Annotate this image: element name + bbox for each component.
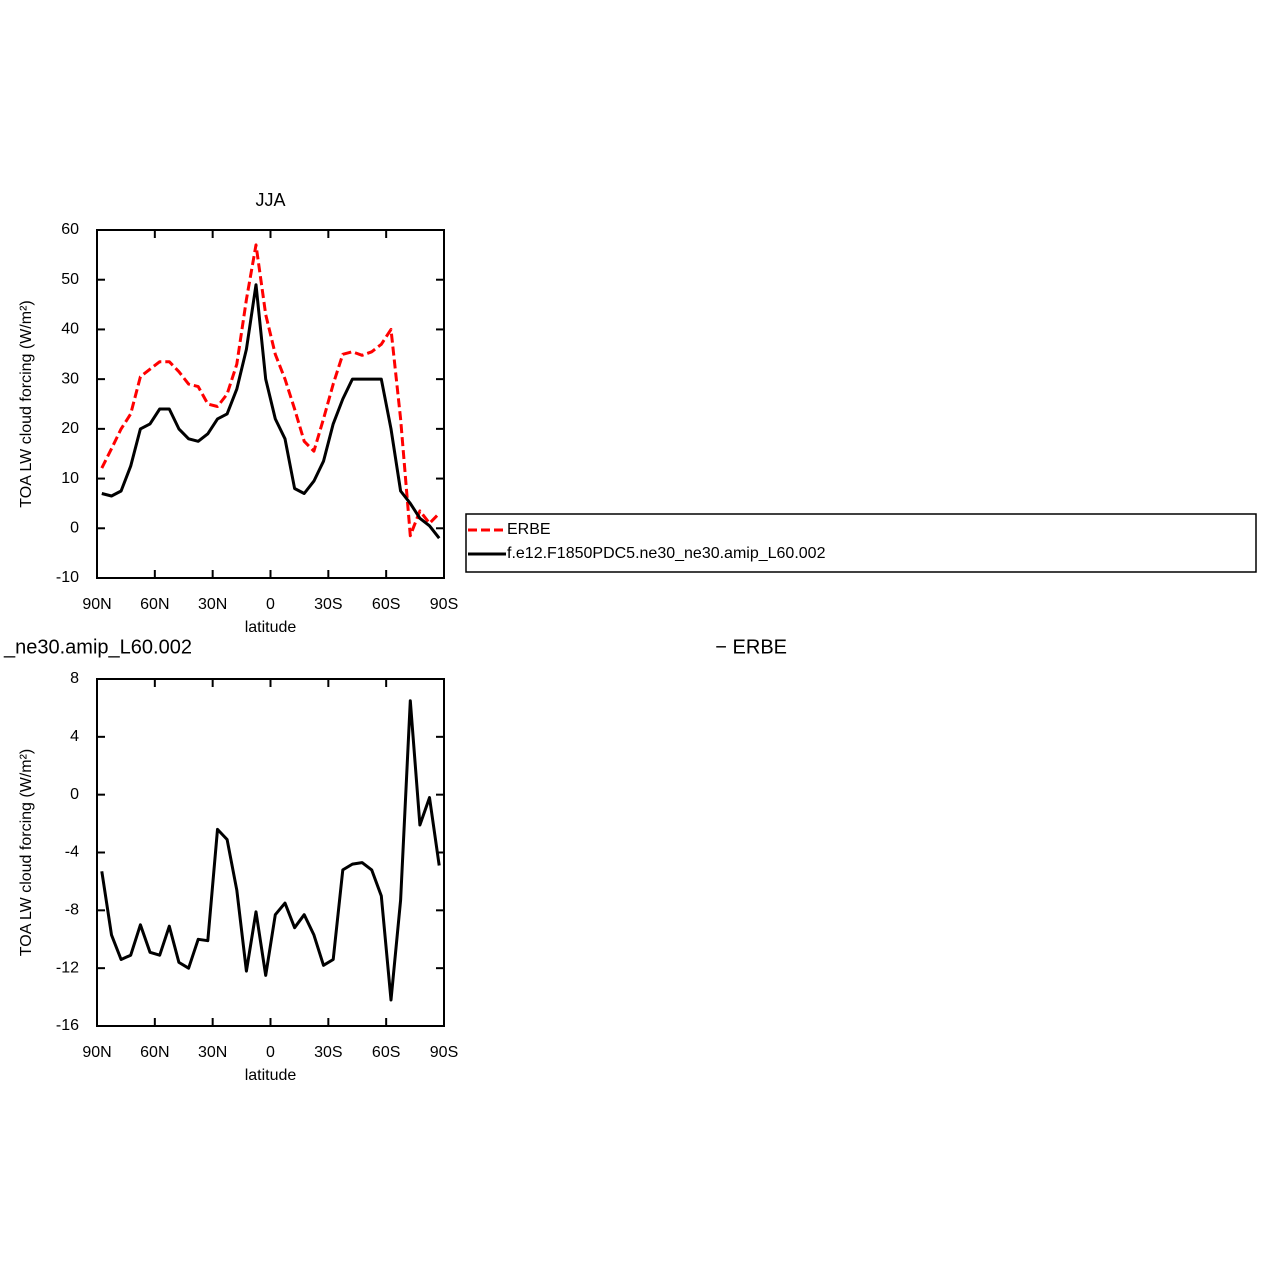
y-tick-label: 4: [70, 728, 79, 745]
left-string: _ne30.amip_L60.002: [3, 636, 192, 658]
y-tick-label: 10: [61, 470, 79, 487]
legend-label: f.e12.F1850PDC5.ne30_ne30.amip_L60.002: [507, 545, 826, 562]
y-tick-label: 60: [61, 221, 79, 238]
x-tick-label: 90N: [82, 596, 111, 613]
x-tick-label: 0: [266, 1044, 275, 1061]
x-tick-label: 30N: [198, 596, 227, 613]
x-tick-label: 30N: [198, 1044, 227, 1061]
x-axis-label: latitude: [245, 1067, 297, 1084]
y-tick-label: -4: [65, 844, 79, 861]
right-string: − ERBE: [715, 636, 787, 658]
data-line: [101, 283, 441, 540]
x-tick-label: 60N: [140, 1044, 169, 1061]
x-axis-label: latitude: [245, 619, 297, 636]
x-tick-label: 60S: [372, 1044, 400, 1061]
x-tick-label: 30S: [314, 1044, 342, 1061]
x-tick-label: 90S: [430, 596, 458, 613]
y-axis-label: TOA LW cloud forcing (W/m²): [18, 300, 35, 507]
y-tick-label: 30: [61, 370, 79, 387]
x-tick-label: 90N: [82, 1044, 111, 1061]
legend-label: ERBE: [507, 521, 551, 538]
data-line: [100, 243, 441, 538]
y-tick-label: -8: [65, 902, 79, 919]
plot-frame: [96, 678, 445, 1027]
y-tick-label: -10: [56, 569, 79, 586]
data-line: [100, 699, 441, 1002]
y-tick-label: 0: [70, 786, 79, 803]
legend-box: [465, 513, 1257, 573]
y-tick-label: -12: [56, 959, 79, 976]
y-tick-label: 40: [61, 321, 79, 338]
x-tick-label: 0: [266, 596, 275, 613]
chart-title: JJA: [255, 190, 285, 210]
y-axis-label: TOA LW cloud forcing (W/m²): [18, 749, 35, 956]
x-tick-label: 30S: [314, 596, 342, 613]
x-tick-label: 90S: [430, 1044, 458, 1061]
x-tick-label: 60N: [140, 596, 169, 613]
x-tick-label: 60S: [372, 596, 400, 613]
y-tick-label: 0: [70, 520, 79, 537]
y-tick-label: 50: [61, 271, 79, 288]
y-tick-label: -16: [56, 1017, 79, 1034]
y-tick-label: 20: [61, 420, 79, 437]
y-tick-label: 8: [70, 670, 79, 687]
